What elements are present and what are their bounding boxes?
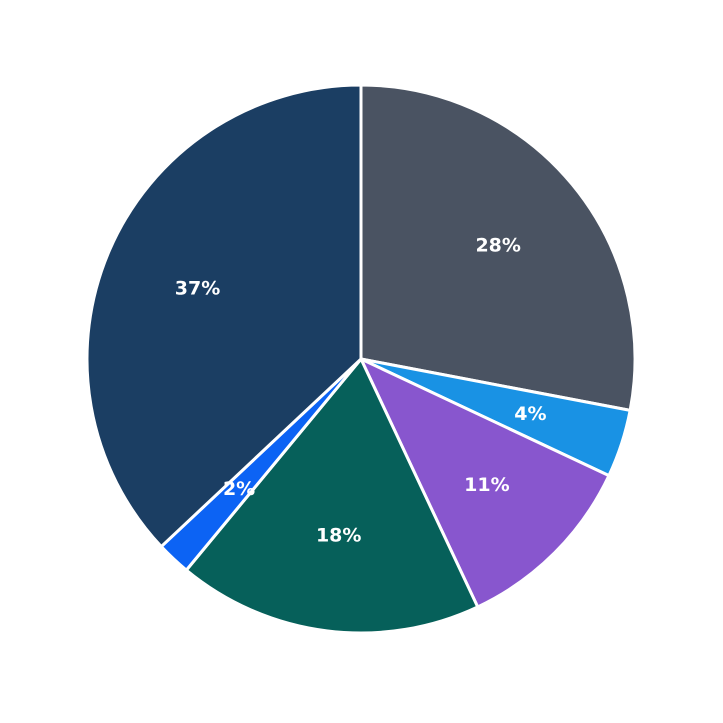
pie-labels: 28% 4% 11% 18% 2% 37% [175, 235, 547, 547]
pie-label-slice-28pct: 28% [475, 235, 520, 257]
pie-label-slice-2pct: 2% [223, 478, 255, 500]
pie-label-slice-18pct: 18% [316, 525, 361, 547]
pie-label-slice-11pct: 11% [464, 474, 509, 496]
pie-label-slice-37pct: 37% [175, 277, 220, 299]
pie-slice-18pct [184, 357, 480, 635]
pie-label-slice-4pct: 4% [514, 403, 546, 425]
pie-slice-28pct [359, 83, 637, 412]
pie-slice-37pct [85, 83, 363, 549]
pie-slices [85, 83, 637, 635]
pie-slice-11pct [359, 357, 611, 609]
